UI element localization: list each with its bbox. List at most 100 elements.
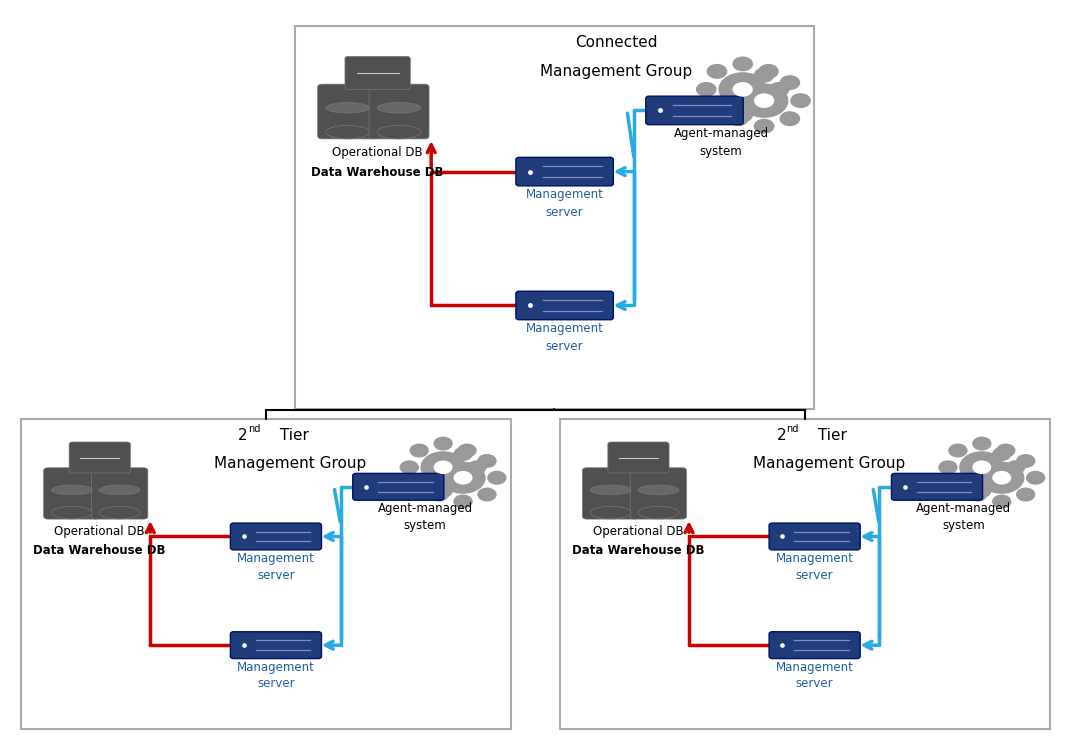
Text: 2: 2	[776, 427, 786, 442]
Circle shape	[949, 478, 967, 490]
Circle shape	[780, 76, 799, 89]
Circle shape	[696, 82, 715, 96]
Circle shape	[960, 452, 1004, 483]
Ellipse shape	[51, 506, 92, 519]
Circle shape	[421, 452, 465, 483]
Circle shape	[1016, 488, 1035, 501]
Circle shape	[454, 472, 472, 484]
FancyBboxPatch shape	[516, 291, 614, 320]
FancyBboxPatch shape	[769, 632, 860, 658]
Text: Management Group: Management Group	[753, 456, 905, 471]
FancyBboxPatch shape	[91, 468, 148, 519]
Circle shape	[969, 454, 986, 467]
FancyBboxPatch shape	[318, 84, 378, 139]
Circle shape	[997, 444, 1014, 457]
FancyBboxPatch shape	[369, 84, 429, 139]
Ellipse shape	[590, 485, 631, 495]
Circle shape	[997, 478, 1014, 490]
Circle shape	[401, 461, 418, 473]
Bar	[560, 419, 1050, 729]
Ellipse shape	[100, 506, 140, 519]
Circle shape	[410, 444, 428, 457]
Circle shape	[434, 437, 452, 450]
Circle shape	[488, 472, 506, 484]
Text: Connected: Connected	[575, 35, 658, 50]
Text: Management: Management	[775, 552, 854, 565]
Ellipse shape	[590, 506, 631, 519]
Text: server: server	[796, 568, 833, 581]
Text: system: system	[404, 519, 447, 532]
Ellipse shape	[326, 103, 369, 113]
Text: Management Group: Management Group	[214, 456, 366, 471]
Text: nd: nd	[786, 424, 799, 433]
Circle shape	[740, 84, 787, 117]
Circle shape	[468, 461, 486, 473]
Bar	[21, 419, 511, 729]
Circle shape	[707, 64, 726, 78]
Circle shape	[1007, 461, 1025, 473]
Ellipse shape	[377, 103, 421, 113]
Circle shape	[454, 495, 472, 508]
Circle shape	[758, 100, 778, 114]
Circle shape	[707, 100, 726, 114]
Circle shape	[993, 472, 1011, 484]
Circle shape	[431, 488, 448, 501]
Text: server: server	[546, 340, 584, 353]
Circle shape	[441, 463, 485, 493]
Circle shape	[959, 472, 977, 484]
Circle shape	[733, 57, 752, 70]
Circle shape	[431, 454, 448, 467]
Circle shape	[718, 94, 737, 107]
Ellipse shape	[638, 485, 679, 495]
Circle shape	[980, 463, 1024, 493]
Text: Agent-managed: Agent-managed	[916, 503, 1011, 515]
Ellipse shape	[326, 125, 369, 139]
Circle shape	[719, 73, 766, 106]
Circle shape	[769, 82, 788, 96]
Text: Management: Management	[237, 552, 315, 565]
Text: Management: Management	[775, 661, 854, 674]
Circle shape	[993, 448, 1011, 460]
Circle shape	[734, 82, 752, 96]
FancyBboxPatch shape	[769, 523, 860, 550]
FancyBboxPatch shape	[583, 468, 638, 519]
Text: server: server	[546, 206, 584, 219]
Ellipse shape	[638, 506, 679, 519]
Circle shape	[758, 64, 778, 78]
Text: 2: 2	[238, 427, 247, 442]
Circle shape	[458, 444, 476, 457]
Text: Management Group: Management Group	[541, 64, 693, 79]
Text: Data Warehouse DB: Data Warehouse DB	[33, 544, 166, 557]
Ellipse shape	[51, 485, 92, 495]
Circle shape	[410, 478, 428, 490]
Text: nd: nd	[247, 424, 260, 433]
FancyBboxPatch shape	[44, 468, 100, 519]
Circle shape	[728, 76, 748, 89]
Circle shape	[969, 488, 986, 501]
Circle shape	[974, 461, 991, 473]
FancyBboxPatch shape	[608, 442, 669, 473]
FancyBboxPatch shape	[630, 468, 687, 519]
Text: Management: Management	[526, 188, 604, 201]
Text: Management: Management	[526, 322, 604, 335]
FancyBboxPatch shape	[646, 96, 743, 124]
Text: Agent-managed: Agent-managed	[377, 503, 472, 515]
Circle shape	[733, 108, 752, 122]
FancyBboxPatch shape	[230, 632, 321, 658]
Circle shape	[949, 444, 967, 457]
Text: server: server	[257, 568, 295, 581]
Circle shape	[435, 461, 452, 473]
Circle shape	[420, 472, 438, 484]
Text: Operational DB: Operational DB	[55, 525, 145, 538]
Circle shape	[434, 484, 452, 497]
Circle shape	[790, 94, 810, 107]
Text: system: system	[699, 145, 742, 158]
Text: Data Warehouse DB: Data Warehouse DB	[312, 166, 443, 179]
Circle shape	[754, 119, 773, 133]
Circle shape	[478, 454, 496, 467]
FancyBboxPatch shape	[516, 158, 614, 186]
Text: Agent-managed: Agent-managed	[674, 127, 769, 140]
Text: server: server	[796, 677, 833, 690]
Circle shape	[939, 461, 956, 473]
FancyBboxPatch shape	[230, 523, 321, 550]
